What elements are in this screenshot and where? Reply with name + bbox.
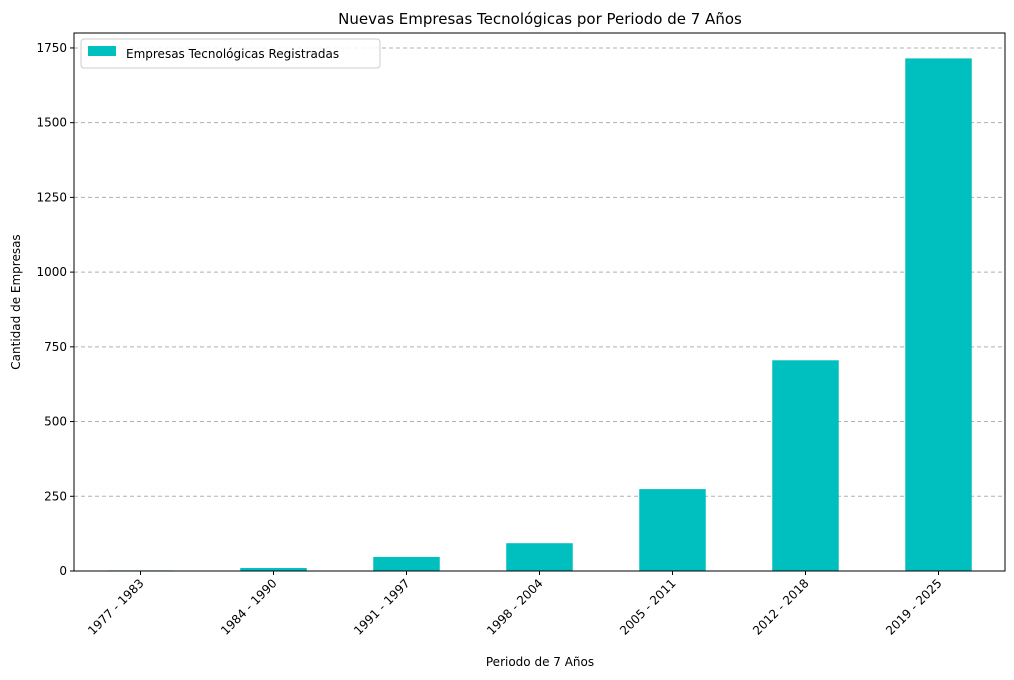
legend-swatch <box>88 46 116 56</box>
legend-entry: Empresas Tecnológicas Registradas <box>126 47 339 61</box>
y-tick-label: 1000 <box>36 265 67 279</box>
bar <box>772 360 839 571</box>
x-tick-label: 1977 - 1983 <box>85 576 147 638</box>
x-tick-label: 2012 - 2018 <box>750 576 812 638</box>
y-tick-label: 1250 <box>36 190 67 204</box>
y-tick-label: 750 <box>44 340 67 354</box>
plot-frame <box>73 32 1006 572</box>
bar <box>639 489 706 571</box>
legend-frame <box>80 38 381 69</box>
x-axis: 1977 - 1983 1984 - 1990 1991 - 1997 1998 - … <box>85 571 945 638</box>
y-axis: 0 250 500 750 1000 1250 1500 1750 <box>36 41 74 578</box>
y-tick-label: 250 <box>44 489 67 503</box>
y-tick-label: 1750 <box>36 41 67 55</box>
x-tick-label: 1991 - 1997 <box>351 576 413 638</box>
bars <box>107 58 972 571</box>
x-axis-label: Periodo de 7 Años <box>486 655 594 669</box>
x-tick-label: 1998 - 2004 <box>484 576 546 638</box>
x-tick-label: 1984 - 1990 <box>218 576 280 638</box>
bar <box>506 543 573 571</box>
bar <box>240 568 307 571</box>
y-gridlines <box>74 47 1005 497</box>
y-tick-label: 500 <box>44 415 67 429</box>
bar <box>905 58 972 571</box>
chart-title: Nuevas Empresas Tecnológicas por Periodo… <box>338 10 742 28</box>
y-tick-label: 0 <box>59 564 67 578</box>
y-tick-label: 1500 <box>36 116 67 130</box>
bar <box>373 556 440 571</box>
legend: Empresas Tecnológicas Registradas <box>80 38 381 69</box>
y-axis-label: Cantidad de Empresas <box>9 234 23 369</box>
x-tick-label: 2019 - 2025 <box>883 576 945 638</box>
x-tick-label: 2005 - 2011 <box>617 576 679 638</box>
